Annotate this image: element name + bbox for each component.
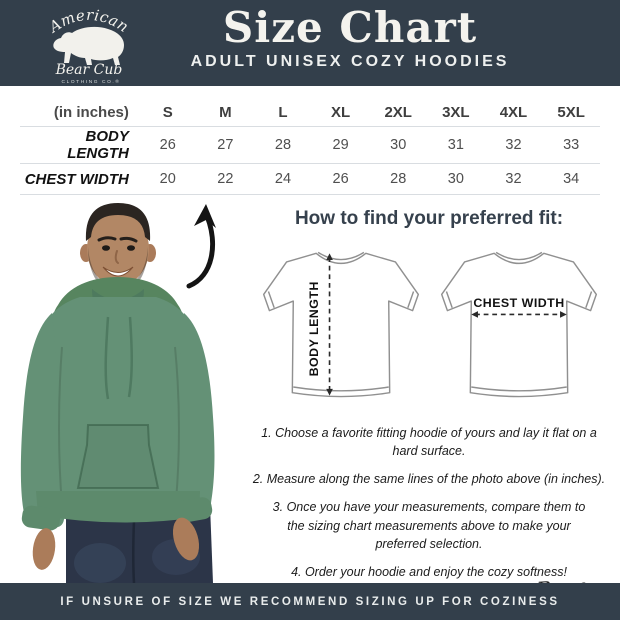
body-length-5xl: 33 [542,126,600,164]
right-hand [172,517,200,561]
model-photo [20,203,215,583]
chest-width-3xl: 30 [427,163,485,195]
logo-script-text: Bear Cub [55,62,123,78]
body-length-4xl: 32 [484,126,543,164]
size-column-5xl: 5XL [542,98,600,127]
fit-step-3: 3. Once you have your measurements, comp… [272,500,586,551]
curved-arrow-icon [186,204,216,289]
hem-band [36,491,200,523]
unit-label: (in inches) [20,98,139,127]
footer-text: IF UNSURE OF SIZE WE RECOMMEND SIZING UP… [60,595,560,608]
fit-diagrams: BODY LENGTH CHEST WIDTH [257,242,603,406]
size-column-2xl: 2XL [369,98,428,127]
hoodie [20,297,215,527]
chest-width-5xl: 34 [542,163,600,195]
page-title: Size Chart [222,3,478,52]
chest-width-2xl: 28 [369,163,428,195]
fit-guide-heading: How to find your preferred fit: [294,208,564,229]
logo-sub-text: CLOTHING CO.® [62,78,121,85]
fit-step-4: 4. Order your hoodie and enjoy the cozy … [291,564,567,579]
fit-step-1: 1. Choose a favorite fitting hoodie of y… [261,426,597,459]
header-titles: Size Chart ADULT UNISEX COZY HOODIES [92,3,608,71]
body-length-3xl: 31 [427,126,485,164]
size-column-4xl: 4XL [484,98,543,127]
body-length-m: 27 [196,126,255,164]
page-subtitle: ADULT UNISEX COZY HOODIES [190,53,510,71]
chest-width-l: 24 [254,163,312,195]
size-column-xl: XL [311,98,370,127]
size-table-header-row: (in inches) S M L XL 2XL 3XL 4XL 5XL [20,98,600,127]
left-hand [32,528,56,570]
model-face [80,203,156,292]
chest-width-label: CHEST WIDTH [473,296,564,310]
fit-step-2: 2. Measure along the same lines of the p… [252,472,606,487]
kangaroo-pocket [76,424,160,489]
fit-guide: How to find your preferred fit: BODY LEN… [243,208,615,609]
body-length-diagram: BODY LENGTH [262,251,420,398]
drawstring [127,316,133,398]
header-banner: American Bear Cub CLOTHING CO.® Size Cha… [0,0,620,86]
size-column-3xl: 3XL [427,98,485,127]
size-column-l: L [254,98,312,127]
row-label-body-length: BODY LENGTH [20,126,139,164]
size-table-section: (in inches) S M L XL 2XL 3XL 4XL 5XL BOD… [0,86,620,195]
footer-banner: IF UNSURE OF SIZE WE RECOMMEND SIZING UP… [0,583,620,620]
chest-width-s: 20 [138,163,197,195]
body-length-s: 26 [138,126,197,164]
chest-width-diagram: CHEST WIDTH [440,251,598,398]
chest-width-m: 22 [196,163,255,195]
bear-silhouette-icon [53,26,125,65]
size-column-s: S [138,98,197,127]
chest-width-xl: 26 [311,163,370,195]
fit-steps: 1. Choose a favorite fitting hoodie of y… [243,424,615,581]
hood [52,277,184,339]
row-label-chest-width: CHEST WIDTH [20,163,139,195]
body-length-2xl: 30 [369,126,428,164]
chest-width-row: CHEST WIDTH 20 22 24 26 28 30 32 34 [20,163,600,195]
body-length-label: BODY LENGTH [307,281,321,376]
body-length-xl: 29 [311,126,370,164]
size-table: (in inches) S M L XL 2XL 3XL 4XL 5XL BOD… [20,98,600,195]
body-length-row: BODY LENGTH 26 27 28 29 30 31 32 33 [20,126,600,164]
chest-width-4xl: 32 [484,163,543,195]
body-length-l: 28 [254,126,312,164]
size-column-m: M [196,98,255,127]
brand-logo: American Bear Cub CLOTHING CO.® [44,6,131,85]
drawstring [104,316,110,400]
